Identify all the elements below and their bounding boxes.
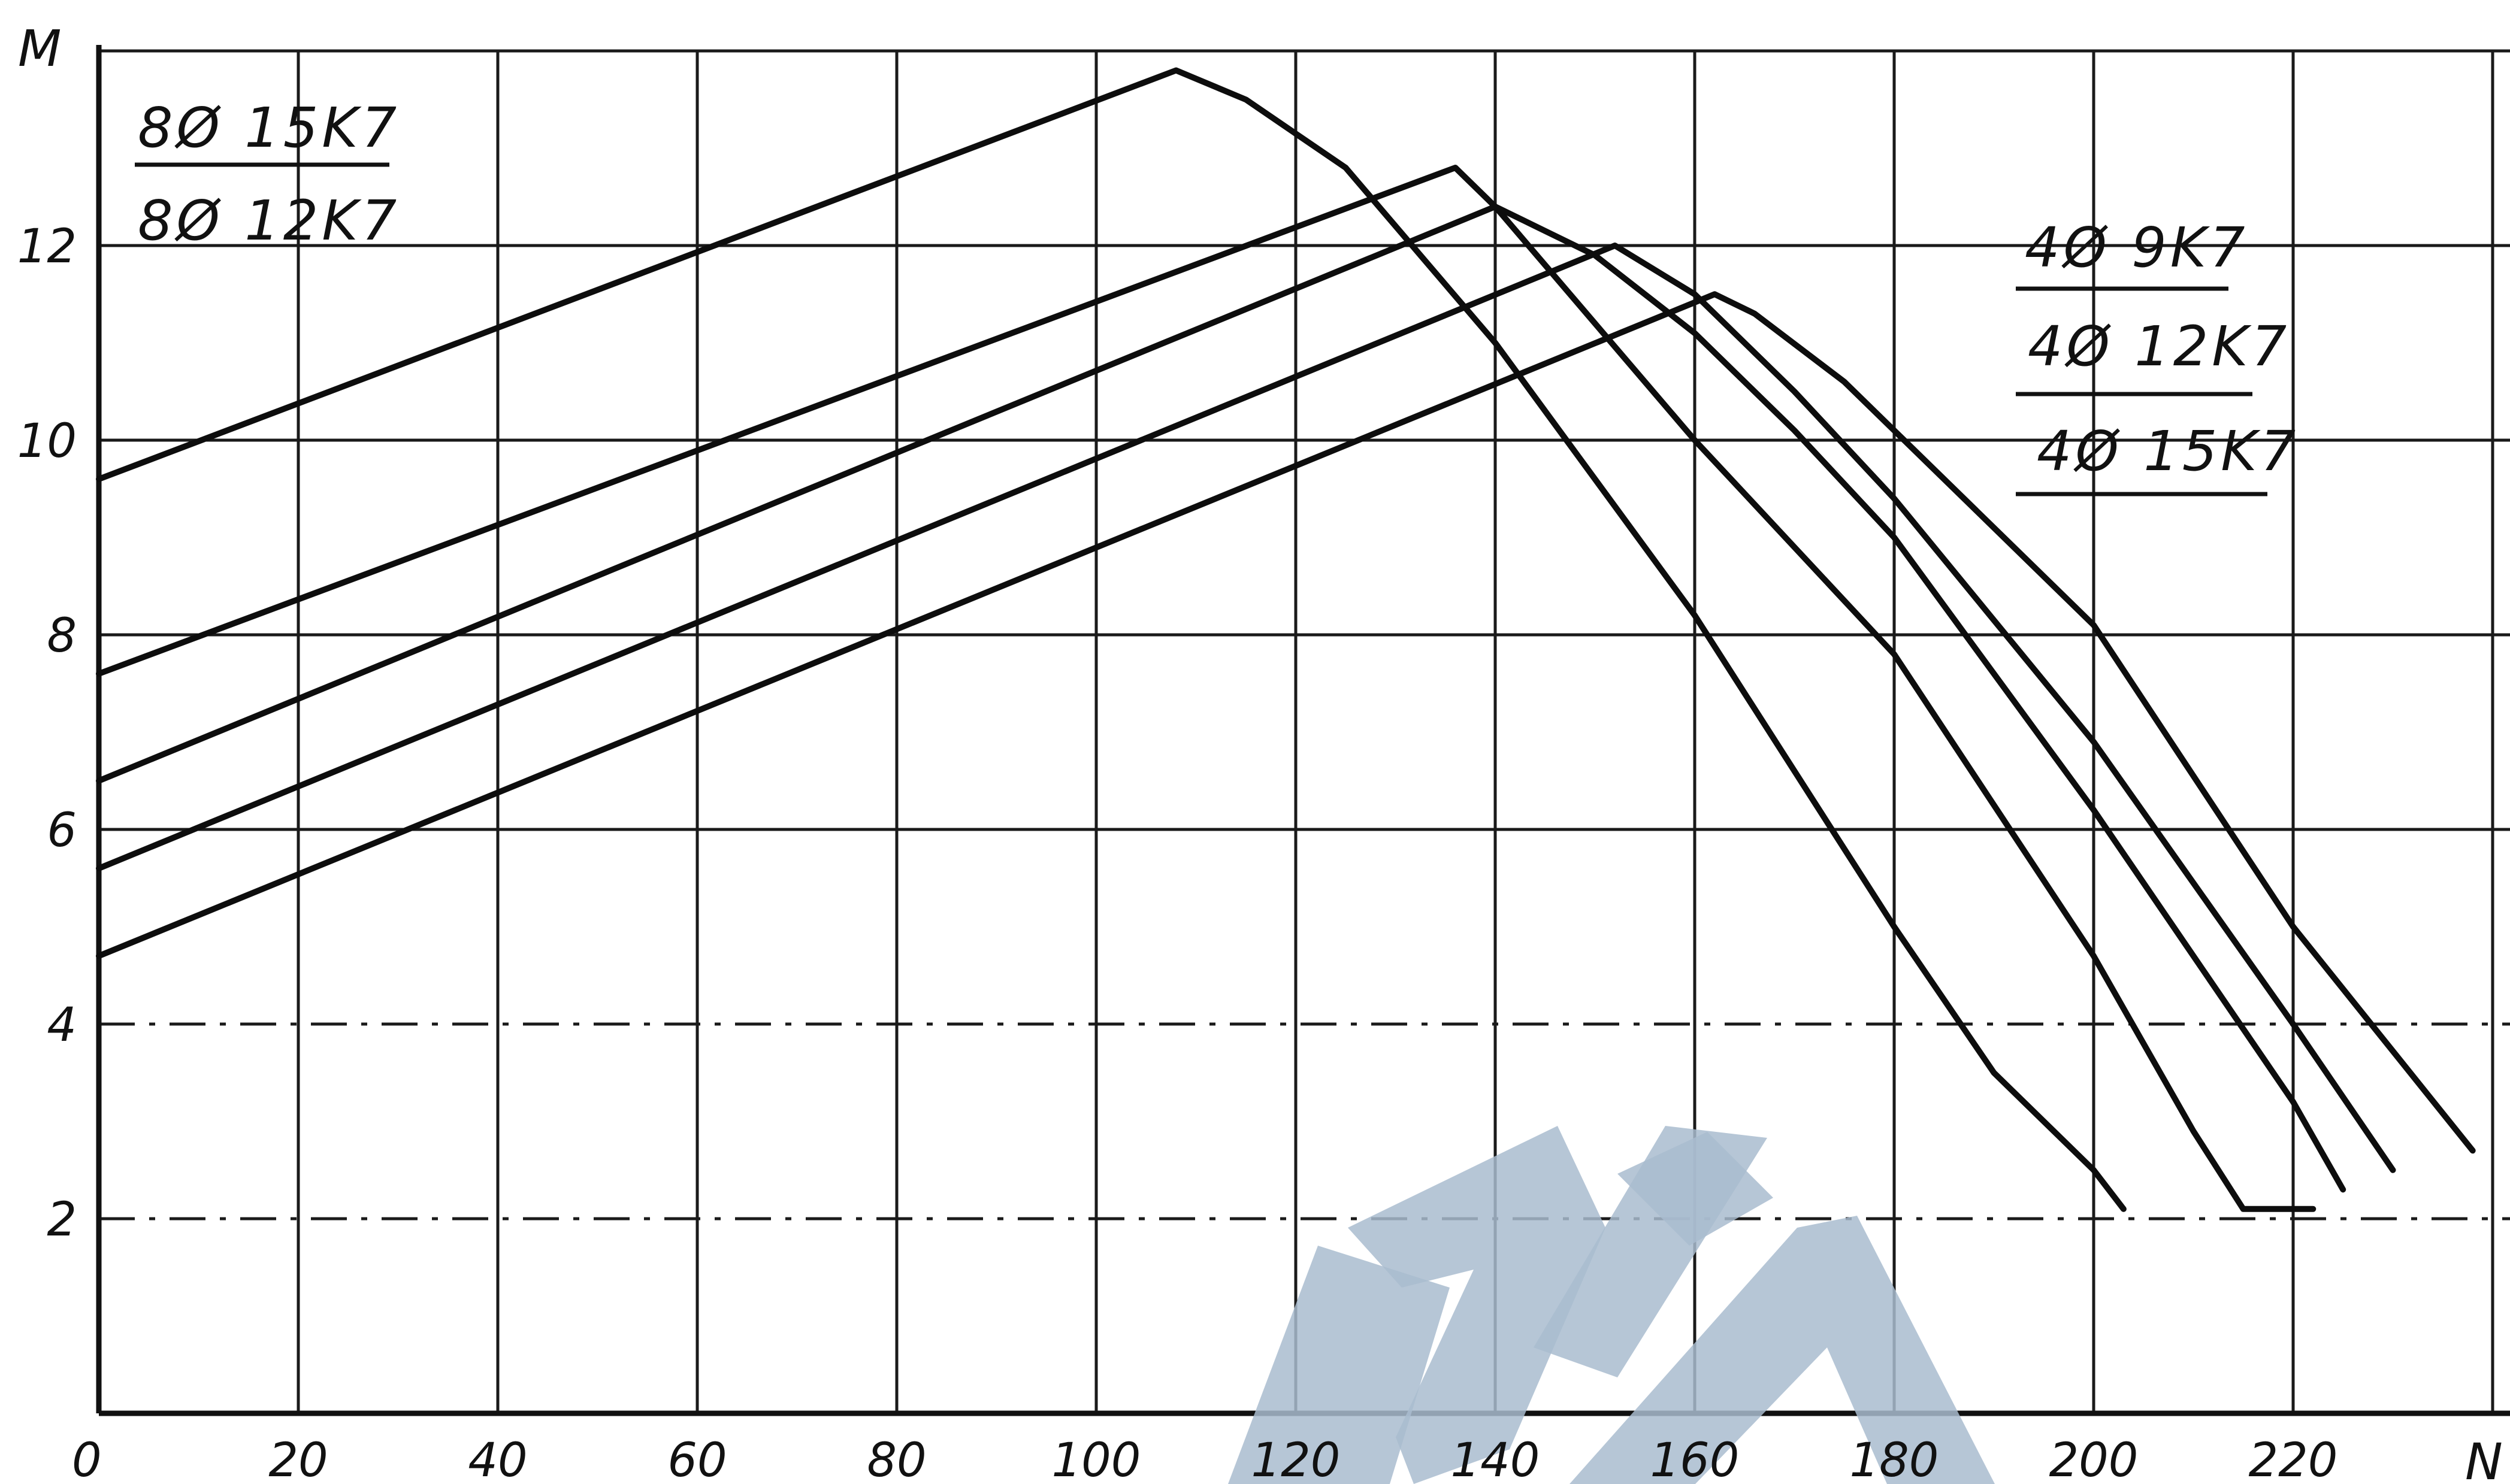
series-line-3 xyxy=(96,204,2346,1193)
legend-label-4-9k7: 4Ø 9K7 xyxy=(2025,216,2249,280)
watermark-shape-4 xyxy=(1534,1126,1767,1377)
legend-label-8-15k7: 8Ø 15K7 xyxy=(138,96,400,160)
watermark-shape-2 xyxy=(1348,1126,1605,1484)
legend-top-left: 8Ø 15K7 8Ø 12K7 xyxy=(135,96,400,253)
x-tick-label: 20 xyxy=(268,1434,328,1484)
x-tick-label: 40 xyxy=(468,1434,527,1484)
y-tick-label: 8 xyxy=(47,609,77,663)
y-tick-label: 12 xyxy=(17,220,77,274)
watermark-shape-1 xyxy=(1228,1246,1450,1484)
y-tick-label: 2 xyxy=(47,1193,77,1247)
legend-top-right: 4Ø 9K7 4Ø 12K7 4Ø 15K7 xyxy=(2016,216,2299,496)
watermark-shape-5 xyxy=(1569,1216,1995,1484)
series-line-5 xyxy=(96,291,2476,1154)
watermark xyxy=(1228,1126,1995,1484)
x-tick-label: 160 xyxy=(1650,1434,1740,1484)
x-tick-label: 140 xyxy=(1451,1434,1540,1484)
y-tick-label: 10 xyxy=(17,414,77,468)
y-tick-label: 6 xyxy=(47,804,77,858)
x-tick-label: 200 xyxy=(2049,1434,2139,1484)
x-tick-label: 120 xyxy=(1251,1434,1341,1484)
series-line-2 xyxy=(96,165,2317,1212)
tick-labels: 0 20 40 60 80 100 120 140 160 180 200 220 2 4 6 8 10 12 xyxy=(17,220,2338,1484)
series-line-1 xyxy=(96,67,2127,1212)
x-tick-label: 0 xyxy=(72,1434,102,1484)
x-tick-label: 80 xyxy=(867,1434,926,1484)
legend-label-4-12k7: 4Ø 12K7 xyxy=(2028,314,2290,378)
y-axis-label: M xyxy=(18,19,61,78)
series-line-4 xyxy=(96,243,2396,1173)
x-tick-label: 180 xyxy=(1850,1434,1939,1484)
y-tick-label: 4 xyxy=(47,998,77,1052)
x-tick-label: 100 xyxy=(1052,1434,1141,1484)
series-group xyxy=(96,67,2476,1212)
x-tick-label: 60 xyxy=(667,1434,727,1484)
legend-label-4-15k7: 4Ø 15K7 xyxy=(2037,419,2299,483)
x-axis-label: N xyxy=(2465,1432,2503,1484)
legend-label-8-12k7: 8Ø 12K7 xyxy=(138,189,400,253)
x-tick-label: 220 xyxy=(2249,1434,2338,1484)
